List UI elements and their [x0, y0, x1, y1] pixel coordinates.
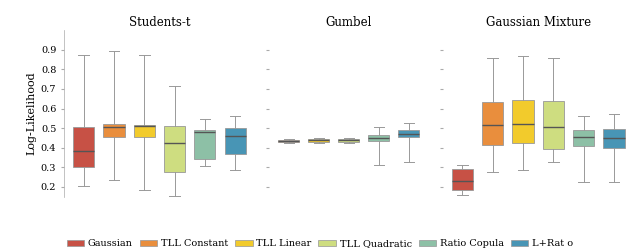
Title: Gumbel: Gumbel [326, 16, 372, 29]
Y-axis label: Log-Likelihood: Log-Likelihood [27, 72, 36, 155]
PathPatch shape [225, 128, 246, 153]
Title: Students-t: Students-t [129, 16, 190, 29]
PathPatch shape [195, 130, 216, 159]
PathPatch shape [73, 127, 94, 167]
PathPatch shape [308, 139, 330, 142]
Legend: Gaussian, TLL Constant, TLL Linear, TLL Quadratic, Ratio Copula, L+Rat o: Gaussian, TLL Constant, TLL Linear, TLL … [63, 235, 577, 252]
PathPatch shape [164, 126, 185, 172]
PathPatch shape [482, 102, 503, 145]
PathPatch shape [398, 130, 419, 137]
PathPatch shape [134, 125, 155, 137]
Title: Gaussian Mixture: Gaussian Mixture [486, 16, 591, 29]
PathPatch shape [104, 124, 125, 137]
PathPatch shape [573, 130, 594, 146]
PathPatch shape [368, 135, 389, 141]
PathPatch shape [452, 169, 473, 190]
PathPatch shape [543, 101, 564, 149]
PathPatch shape [278, 140, 300, 142]
PathPatch shape [604, 129, 625, 148]
PathPatch shape [339, 139, 359, 142]
PathPatch shape [513, 100, 534, 143]
